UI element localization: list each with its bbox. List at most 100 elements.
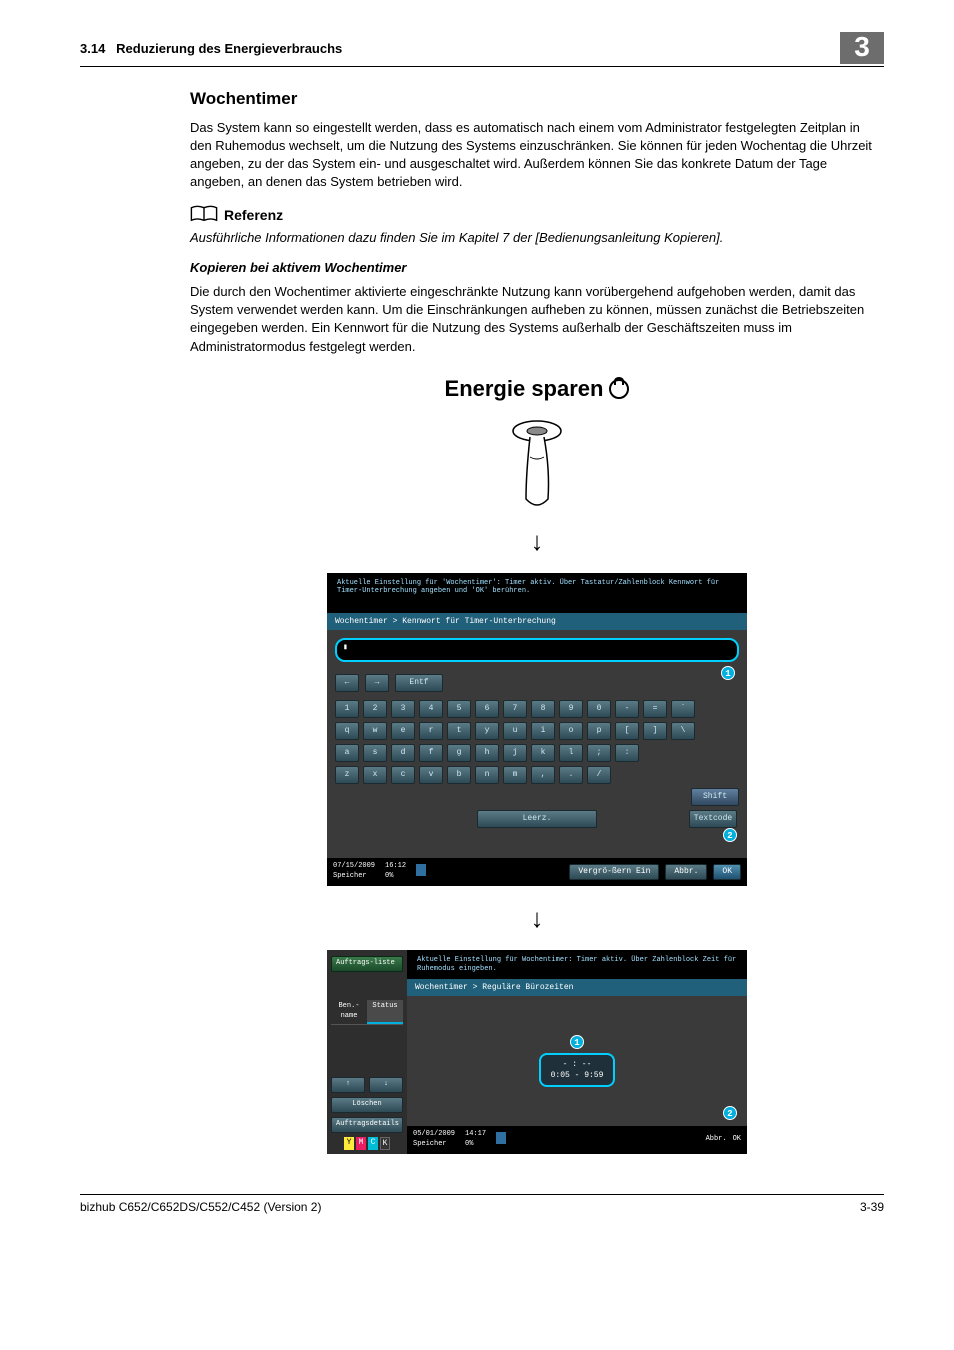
key-/[interactable]: /: [587, 766, 611, 784]
key-i[interactable]: i: [531, 722, 555, 740]
delete-job-button[interactable]: Löschen: [331, 1097, 403, 1113]
key-g[interactable]: g: [447, 744, 471, 762]
cursor-left-button[interactable]: ←: [335, 674, 359, 692]
key-z[interactable]: z: [335, 766, 359, 784]
key-[[interactable]: [: [615, 722, 639, 740]
office-hours-panel: Auftrags-liste Ben.-name Status ↑ ↓ Lösc…: [327, 950, 747, 1154]
ok-button[interactable]: OK: [733, 1135, 741, 1145]
key-x[interactable]: x: [363, 766, 387, 784]
scroll-down-button[interactable]: ↓: [369, 1077, 403, 1093]
referenz-text: Ausführliche Informationen dazu finden S…: [190, 229, 884, 247]
key-q[interactable]: q: [335, 722, 359, 740]
key-2[interactable]: 2: [363, 700, 387, 718]
key-`[interactable]: `: [671, 700, 695, 718]
key-.[interactable]: .: [559, 766, 583, 784]
kopieren-paragraph: Die durch den Wochentimer aktivierte ein…: [190, 283, 884, 356]
panel1-time: 16:12: [385, 862, 406, 872]
key-r[interactable]: r: [419, 722, 443, 740]
key-p[interactable]: p: [587, 722, 611, 740]
callout-badge-1: 1: [721, 666, 735, 680]
key-o[interactable]: o: [559, 722, 583, 740]
wochentimer-heading: Wochentimer: [190, 87, 884, 111]
key-n[interactable]: n: [475, 766, 499, 784]
arrow-down-icon: ↓: [531, 523, 544, 559]
password-input[interactable]: ▮: [335, 638, 739, 662]
chapter-number-badge: 3: [840, 32, 884, 64]
space-key[interactable]: Leerz.: [477, 810, 597, 828]
key-j[interactable]: j: [503, 744, 527, 762]
key-9[interactable]: 9: [559, 700, 583, 718]
job-details-button[interactable]: Auftragsdetails: [331, 1117, 403, 1133]
panel2-status-bar: 05/01/2009 Speicher 14:17 0% Abbr. OK: [407, 1126, 747, 1154]
username-tab[interactable]: Ben.-name: [331, 1000, 367, 1024]
cancel-button[interactable]: Abbr.: [706, 1135, 727, 1145]
footer-model: bizhub C652/C652DS/C552/C452 (Version 2): [80, 1199, 321, 1216]
page-header: 3.14 Reduzierung des Energieverbrauchs 3: [80, 40, 884, 67]
key-5[interactable]: 5: [447, 700, 471, 718]
panel1-message: Aktuelle Einstellung für 'Wochentimer': …: [327, 573, 747, 613]
key-8[interactable]: 8: [531, 700, 555, 718]
key-s[interactable]: s: [363, 744, 387, 762]
key-6[interactable]: 6: [475, 700, 499, 718]
panel1-breadcrumb: Wochentimer > Kennwort für Timer-Unterbr…: [327, 613, 747, 630]
callout-badge-2: 2: [723, 1106, 737, 1120]
cursor-right-button[interactable]: →: [365, 674, 389, 692]
key-1[interactable]: 1: [335, 700, 359, 718]
shift-key[interactable]: Shift: [691, 788, 739, 806]
key-h[interactable]: h: [475, 744, 499, 762]
keyboard-panel: Aktuelle Einstellung für 'Wochentimer': …: [327, 573, 747, 886]
panel2-message: Aktuelle Einstellung für Wochentimer: Ti…: [407, 950, 747, 979]
cancel-button[interactable]: Abbr.: [665, 864, 707, 879]
key-b[interactable]: b: [447, 766, 471, 784]
key-y[interactable]: y: [475, 722, 499, 740]
key-m[interactable]: m: [503, 766, 527, 784]
clock-icon: [609, 379, 629, 399]
key-u[interactable]: u: [503, 722, 527, 740]
textcode-button[interactable]: Textcode: [689, 810, 737, 828]
page-footer: bizhub C652/C652DS/C552/C452 (Version 2)…: [80, 1194, 884, 1216]
delete-button[interactable]: Entf: [395, 674, 443, 692]
job-list-button[interactable]: Auftrags-liste: [331, 956, 403, 972]
section-title: Reduzierung des Energieverbrauchs: [116, 41, 342, 56]
scroll-up-button[interactable]: ↑: [331, 1077, 365, 1093]
memory-icon: [496, 1132, 506, 1144]
key-d[interactable]: d: [391, 744, 415, 762]
memory-icon: [416, 864, 426, 876]
key-;[interactable]: ;: [587, 744, 611, 762]
key-3[interactable]: 3: [391, 700, 415, 718]
panel1-date: 07/15/2009: [333, 862, 375, 872]
footer-page: 3-39: [860, 1199, 884, 1216]
key--[interactable]: -: [615, 700, 639, 718]
panel2-breadcrumb: Wochentimer > Reguläre Bürozeiten: [407, 979, 747, 996]
kopieren-heading: Kopieren bei aktivem Wochentimer: [190, 259, 884, 277]
key-e[interactable]: e: [391, 722, 415, 740]
callout-badge-1: 1: [570, 1035, 584, 1049]
wochentimer-paragraph: Das System kann so eingestellt werden, d…: [190, 119, 884, 192]
key-w[interactable]: w: [363, 722, 387, 740]
key-:[interactable]: :: [615, 744, 639, 762]
status-tab[interactable]: Status: [367, 1000, 403, 1024]
callout-badge-2: 2: [723, 828, 737, 842]
energie-sparen-title: Energie sparen: [445, 374, 630, 405]
key-\[interactable]: \: [671, 722, 695, 740]
key-t[interactable]: t: [447, 722, 471, 740]
key-c[interactable]: c: [391, 766, 415, 784]
ok-button[interactable]: OK: [713, 864, 741, 879]
panel2-date: 05/01/2009: [413, 1130, 455, 1140]
key-7[interactable]: 7: [503, 700, 527, 718]
key-0[interactable]: 0: [587, 700, 611, 718]
enlarge-button[interactable]: Vergrö-ßern Ein: [569, 864, 659, 879]
book-icon: [190, 204, 218, 229]
key-k[interactable]: k: [531, 744, 555, 762]
key-a[interactable]: a: [335, 744, 359, 762]
panel2-time: 14:17: [465, 1130, 486, 1140]
key-=[interactable]: =: [643, 700, 667, 718]
key-][interactable]: ]: [643, 722, 667, 740]
key-v[interactable]: v: [419, 766, 443, 784]
key-,[interactable]: ,: [531, 766, 555, 784]
key-l[interactable]: l: [559, 744, 583, 762]
time-range-input[interactable]: - : -- 0:05 - 9:59: [539, 1053, 616, 1087]
referenz-label: Referenz: [224, 206, 283, 226]
key-f[interactable]: f: [419, 744, 443, 762]
key-4[interactable]: 4: [419, 700, 443, 718]
